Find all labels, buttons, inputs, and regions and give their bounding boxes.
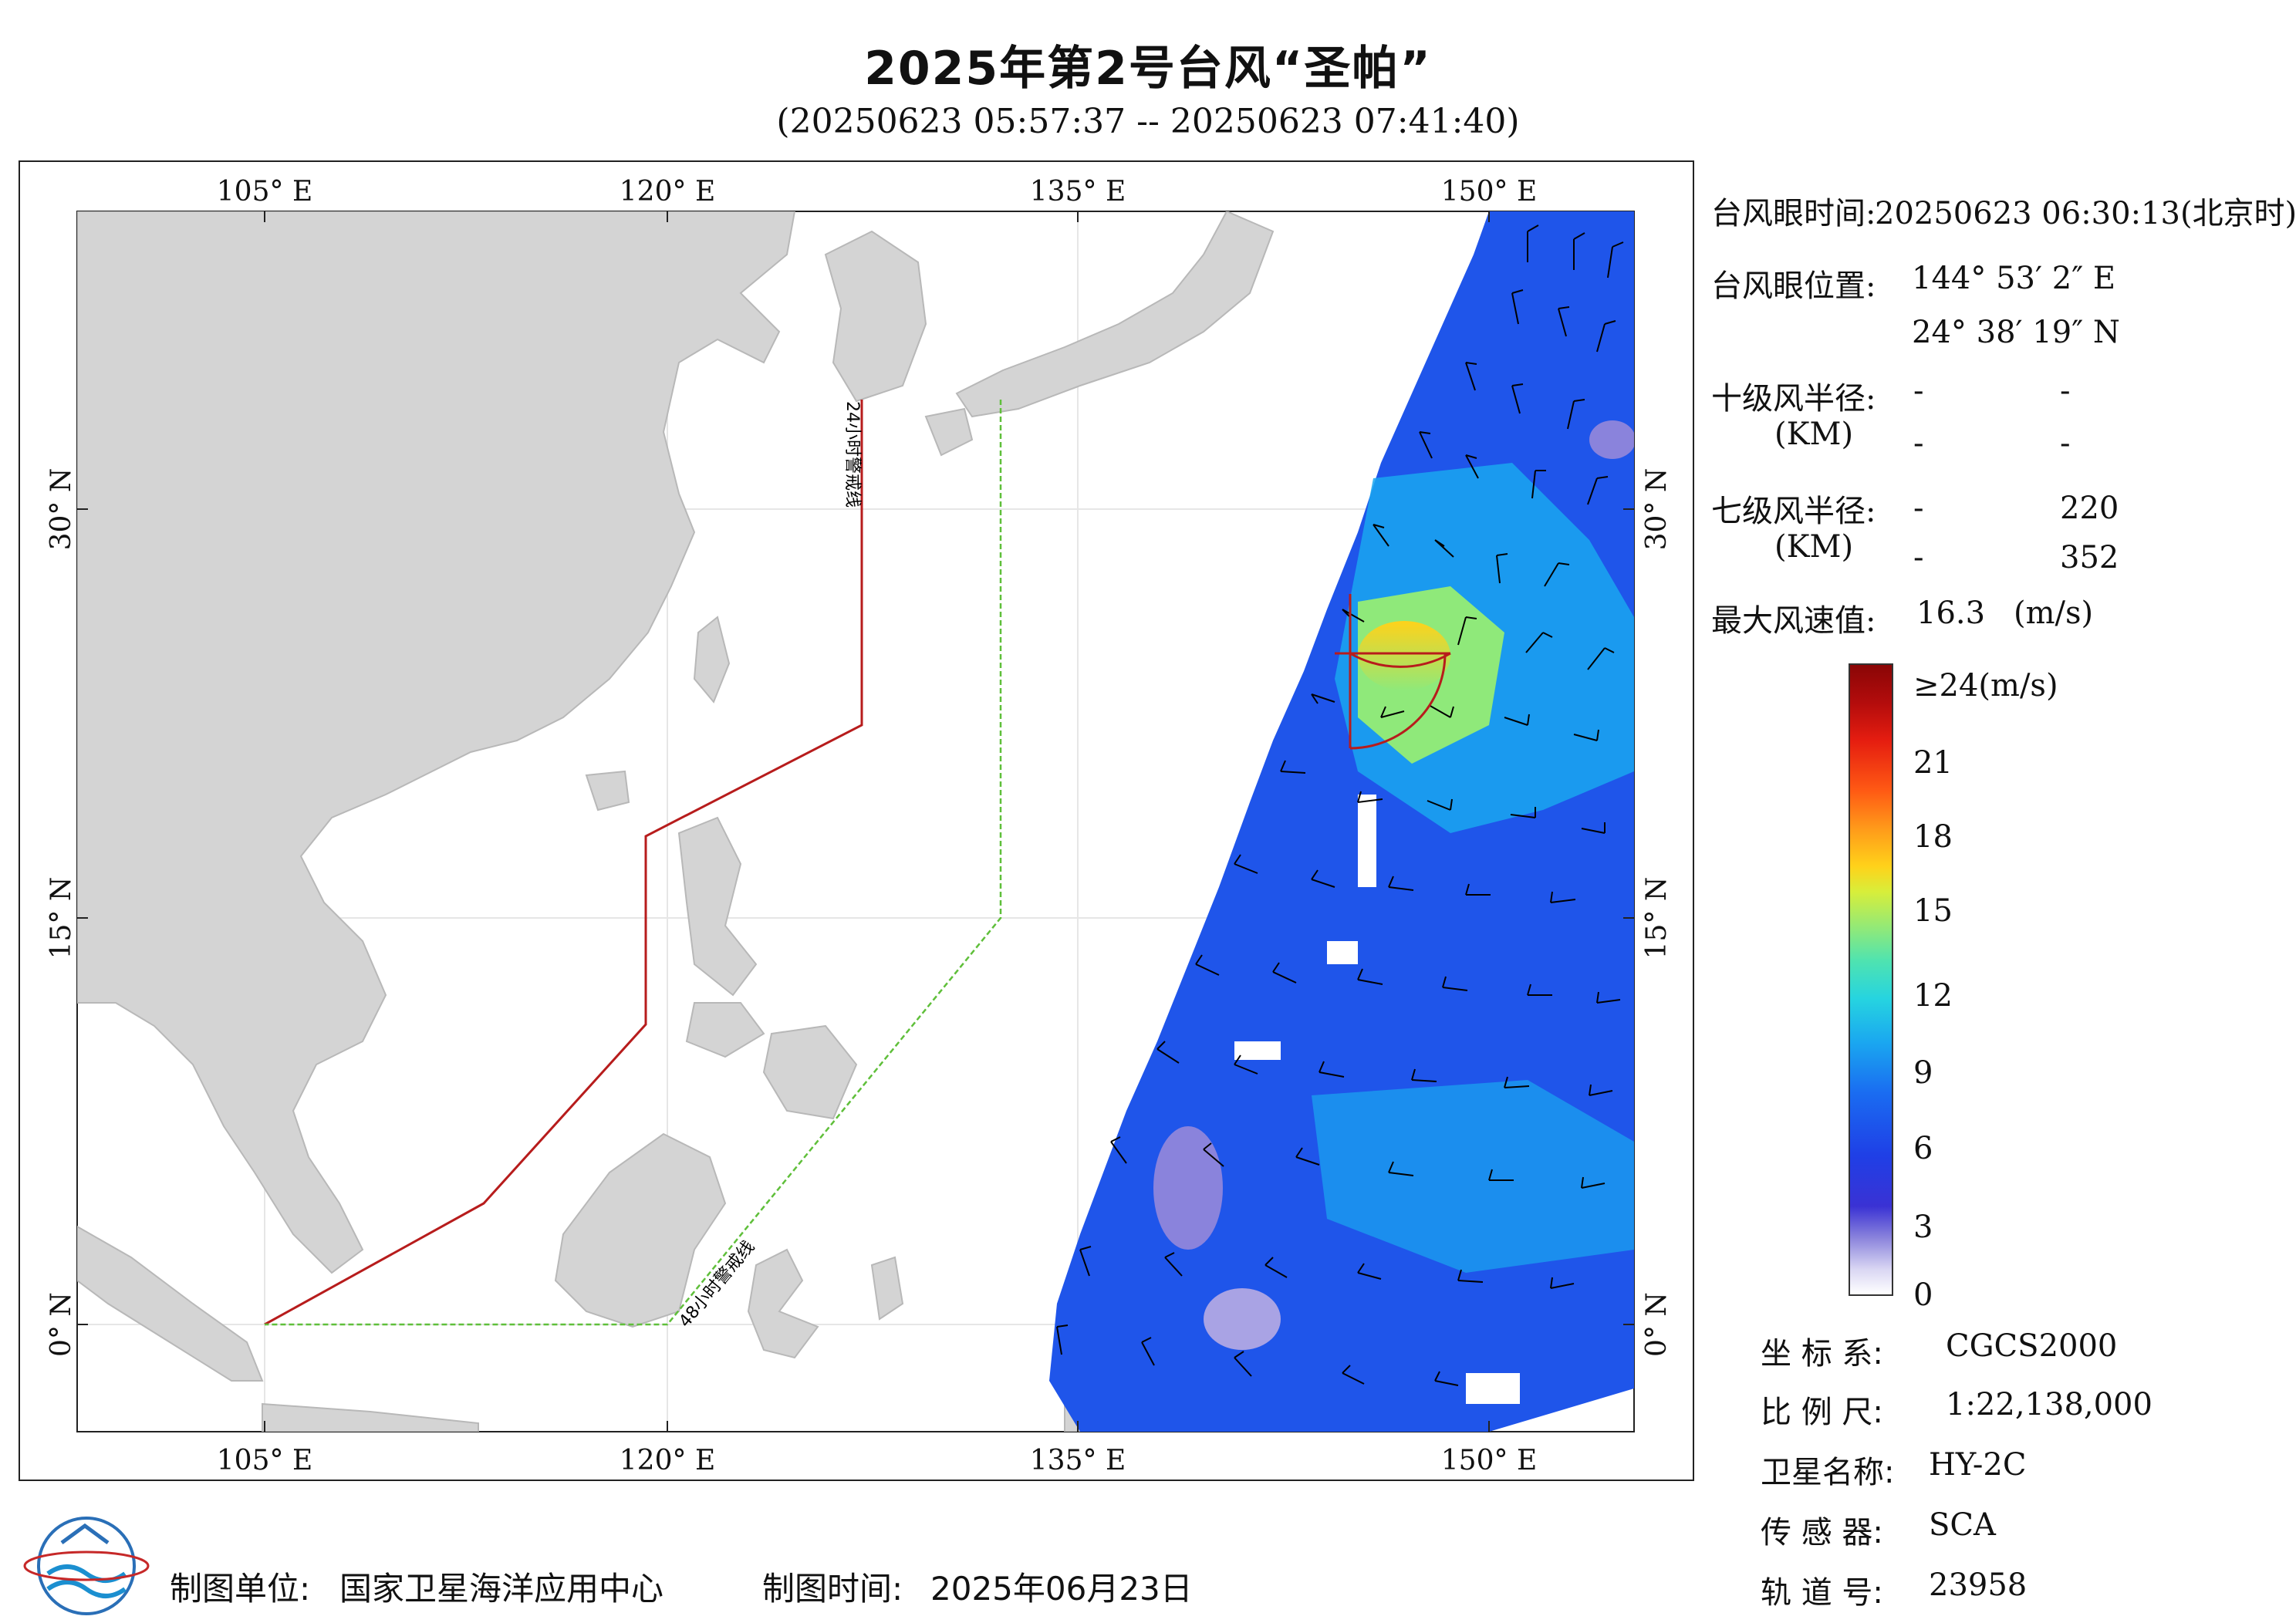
scale-label: 比 例 尺: [1761,1395,1883,1430]
max-wind-label: 最大风速值: [1711,603,1876,639]
kyushu [924,407,974,457]
warning-line-24h [264,400,863,1326]
gap-4 [1466,1373,1520,1404]
max-wind-value: 16.3 [1916,596,1986,631]
r7-value-2: 220 [2060,491,2119,526]
top-lon-label-105: 105° E [217,176,312,208]
colorbar-tick-21: 21 [1913,745,1953,781]
colorbar-tick-24: ≥24(m/s) [1913,668,2058,704]
colorbar-tick-12: 12 [1913,978,1953,1014]
top-lon-label-150: 150° E [1441,176,1537,208]
hainan [585,770,630,812]
right-lat-label-0: 0° N [1641,1292,1673,1357]
calm-area-3 [1589,420,1634,459]
typhoon-core [1358,621,1450,690]
maker-label: 制图单位: [170,1570,311,1608]
colorbar-tick-6: 6 [1913,1131,1933,1166]
eye-position-label: 台风眼位置: [1711,268,1876,304]
asia-mainland [77,211,796,1274]
r10-value-2: - [2060,373,2071,409]
taiwan [693,616,731,704]
eye-time-label: 台风眼时间: [1711,196,1876,231]
bottom-lon-label-105: 105° E [217,1445,312,1476]
mindanao [762,1024,858,1120]
gap-2 [1327,941,1358,964]
satellite-value: HY-2C [1929,1447,2027,1483]
left-lat-label-15: 15° N [46,877,77,960]
wind-barbs [1056,224,1624,1386]
orbit-label: 轨 道 号: [1761,1575,1883,1611]
eye-time-value: 20250623 06:30:13(北京时) [1875,196,2296,231]
top-lon-label-135: 135° E [1030,176,1126,208]
nsoas-logo [23,1517,150,1615]
r10-value-4: - [2060,426,2071,461]
eye-longitude: 144° 53′ 2″ E [1912,261,2116,296]
borneo [554,1132,727,1328]
map-frame [19,160,1694,1481]
map-subtitle: (20250623 05:57:37 -- 20250623 07:41:40) [776,102,1520,141]
r7-value-4: 352 [2060,540,2119,575]
axis-ticks [77,211,1634,1432]
colorbar-tick-3: 3 [1913,1210,1933,1245]
calm-area-2 [1204,1288,1281,1350]
typhoon-wind-radius [1335,594,1451,750]
japan [955,211,1275,418]
r7-value-1: - [1913,491,1924,526]
gap-1 [1358,795,1376,887]
scale-value: 1:22,138,000 [1946,1387,2152,1422]
date-label: 制图时间: [762,1570,903,1608]
sensor-label: 传 感 器: [1761,1515,1883,1550]
visayas [685,1002,765,1058]
calm-area-1 [1153,1126,1223,1250]
r10-label: 十级风半径: [1711,381,1876,417]
colorbar-tick-9: 9 [1913,1055,1933,1091]
wind-swath [1049,211,1634,1432]
r7-unit: (KM) [1774,529,1854,565]
r7-label: 七级风半径: [1711,494,1876,529]
r10-value-1: - [1913,373,1924,409]
warning-line-48h [265,400,1002,1326]
eye-latitude: 24° 38′ 19″ N [1912,315,2120,350]
date-value: 2025年06月23日 [930,1570,1193,1608]
bottom-lon-label-150: 150° E [1441,1445,1537,1476]
bottom-lon-label-135: 135° E [1030,1445,1126,1476]
orbit-value: 23958 [1929,1567,2028,1603]
right-lat-label-30: 30° N [1641,468,1673,551]
korea [824,230,927,403]
top-lon-label-120: 120° E [620,176,715,208]
halmahera [870,1256,904,1321]
satellite-label: 卫星名称: [1761,1455,1895,1490]
r10-unit: (KM) [1774,417,1854,452]
land [77,211,1490,1432]
r10-value-3: - [1913,426,1924,461]
swath-cyan-south [1312,1080,1634,1273]
maker-value: 国家卫星海洋应用中心 [339,1570,664,1608]
map-title: 2025年第2号台风“圣帕” [864,42,1432,96]
max-wind-unit: (m/s) [2014,596,2094,631]
wind-speed-colorbar [1849,663,1893,1296]
left-lat-label-0: 0° N [46,1292,77,1357]
sensor-value: SCA [1929,1507,1996,1543]
crs-value: CGCS2000 [1946,1328,2118,1364]
warning-line-24h-label: 24小时警戒线 [842,401,862,508]
crs-label: 坐 标 系: [1761,1336,1883,1372]
java [262,1402,479,1432]
bottom-lon-label-120: 120° E [620,1445,715,1476]
r7-value-3: - [1913,540,1924,575]
colorbar-tick-0: 0 [1913,1277,1933,1313]
sumatra [77,1225,264,1382]
luzon [677,816,758,997]
sulawesi [747,1248,819,1359]
left-lat-label-30: 30° N [46,468,77,551]
colorbar-tick-18: 18 [1913,819,1953,855]
colorbar-tick-15: 15 [1913,893,1953,929]
gap-3 [1234,1041,1281,1060]
right-lat-label-15: 15° N [1641,877,1673,960]
